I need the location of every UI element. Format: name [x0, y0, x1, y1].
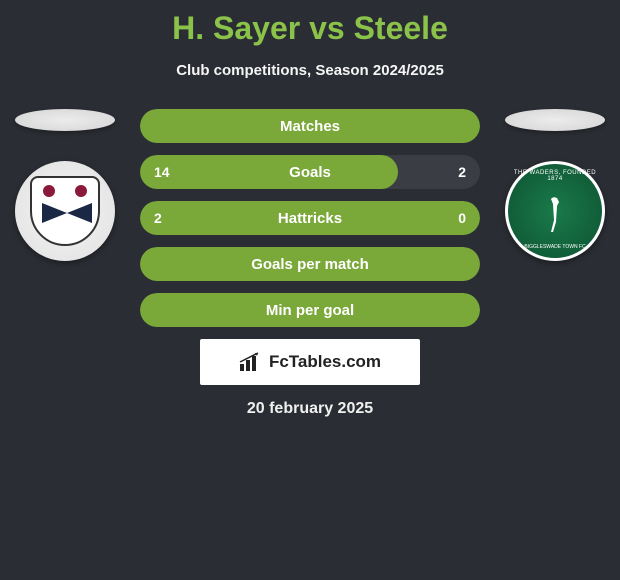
stat-label: Goals [140, 164, 480, 181]
stat-label: Hattricks [140, 210, 480, 227]
stat-row-goals-per-match: Goals per match [140, 247, 480, 281]
stat-row-matches: Matches [140, 109, 480, 143]
rose-icon [42, 184, 56, 198]
badge-bottom-text: BIGGLESWADE TOWN FC [508, 244, 602, 250]
comparison-panel: H. Sayer vs Steele Club competitions, Se… [0, 0, 620, 418]
stat-label: Goals per match [140, 256, 480, 273]
stat-row-min-per-goal: Min per goal [140, 293, 480, 327]
stat-row-goals: 14 Goals 2 [140, 155, 480, 189]
date-text: 20 february 2025 [140, 400, 480, 418]
badge-top-text: THE WADERS, FOUNDED 1874 [508, 170, 602, 182]
branding-text: FcTables.com [269, 352, 381, 372]
branding-box[interactable]: FcTables.com [200, 339, 420, 385]
stat-right-value: 0 [458, 210, 466, 226]
stat-label: Min per goal [140, 302, 480, 319]
stat-right-value: 2 [458, 164, 466, 180]
stats-column: Matches 14 Goals 2 2 Hattricks 0 Goals p… [140, 109, 480, 418]
main-row: THE WADERS, FOUNDED 1874 BIGGLESWADE TOW… [0, 109, 620, 418]
stat-row-hattricks: 2 Hattricks 0 [140, 201, 480, 235]
left-club-badge [15, 161, 115, 261]
right-player-nameplate [505, 109, 605, 131]
left-player-nameplate [15, 109, 115, 131]
right-player-column: THE WADERS, FOUNDED 1874 BIGGLESWADE TOW… [500, 109, 610, 261]
bar-chart-icon [239, 352, 263, 372]
rose-icon [74, 184, 88, 198]
stat-label: Matches [140, 118, 480, 135]
heron-icon [543, 194, 573, 234]
page-title: H. Sayer vs Steele [0, 10, 620, 47]
subtitle: Club competitions, Season 2024/2025 [0, 62, 620, 79]
shield-icon [30, 176, 100, 246]
right-club-badge: THE WADERS, FOUNDED 1874 BIGGLESWADE TOW… [505, 161, 605, 261]
left-player-column [10, 109, 120, 261]
